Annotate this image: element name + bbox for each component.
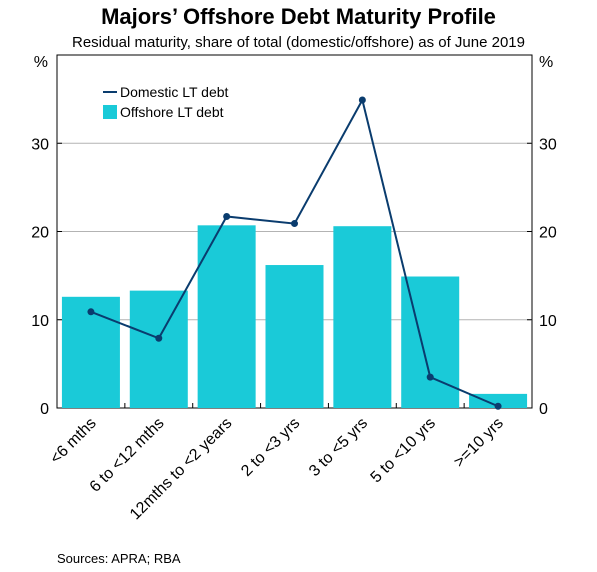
x-tick-label: 5 to <10 yrs: [368, 415, 439, 486]
y-tick-label-left: 10: [31, 313, 49, 330]
domestic-point: [494, 402, 502, 410]
bar: [129, 290, 188, 408]
y-tick-label-right: 20: [539, 225, 557, 242]
x-tick-label: 2 to <3 yrs: [238, 415, 303, 480]
chart-subtitle: Residual maturity, share of total (domes…: [71, 34, 525, 51]
domestic-point: [87, 308, 95, 316]
y-tick-label-left: 0: [40, 401, 49, 418]
domestic-point: [426, 373, 434, 381]
y-tick-label-right: 0: [539, 401, 548, 418]
bar: [469, 393, 528, 408]
y-tick-label-right: 10: [539, 313, 557, 330]
domestic-point: [223, 212, 231, 220]
domestic-point: [291, 220, 298, 228]
y-tick-label-right: 30: [539, 136, 557, 153]
bar: [61, 296, 120, 408]
x-tick-label: 3 to <5 yrs: [306, 415, 371, 480]
y-axis-unit-left: %: [34, 54, 48, 71]
legend-label-domestic: Domestic LT debt: [120, 84, 229, 100]
y-tick-label-left: 20: [31, 225, 49, 242]
domestic-point: [155, 334, 163, 342]
chart-title: Majors’ Offshore Debt Maturity Profile: [101, 4, 496, 29]
y-tick-label-left: 30: [31, 136, 49, 153]
chart-source: Sources: APRA; RBA: [57, 551, 181, 566]
bar: [197, 225, 256, 408]
bar: [265, 265, 324, 408]
bar: [333, 226, 392, 408]
domestic-point: [358, 96, 366, 104]
x-tick-label: <6 mths: [47, 415, 100, 468]
legend-bar-swatch: [103, 105, 117, 119]
y-axis-unit-right: %: [539, 54, 553, 71]
legend-label-offshore: Offshore LT debt: [120, 104, 224, 120]
x-tick-label: >=10 yrs: [451, 415, 507, 471]
